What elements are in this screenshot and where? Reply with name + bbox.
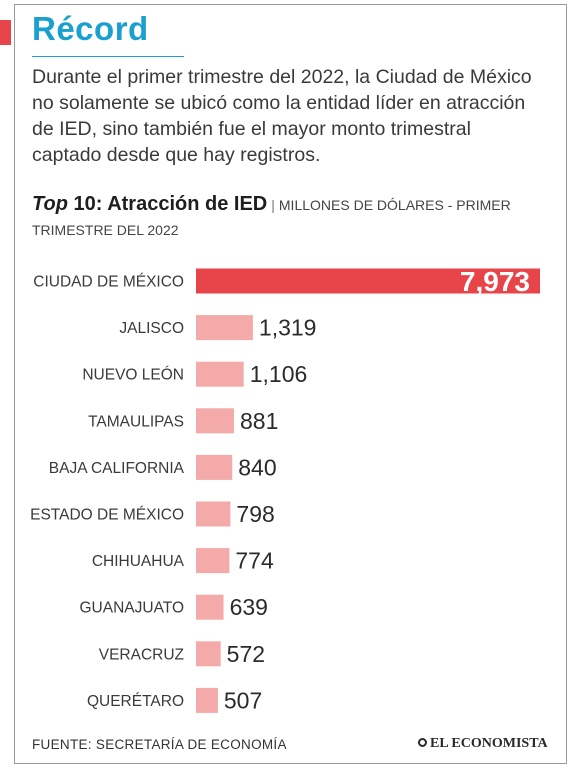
bar [196,594,224,620]
source-note: FUENTE: SECRETARÍA DE ECONOMÍA [32,737,287,752]
bar [196,361,244,387]
chart-title-top: Top [32,193,68,215]
category-label: CHIHUAHUA [92,553,185,570]
value-label: 7,973 [460,266,530,297]
intro-paragraph: Durante el primer trimestre del 2022, la… [32,66,532,166]
category-label: ESTADO DE MÉXICO [30,507,184,524]
category-label: NUEVO LEÓN [82,367,184,384]
bar [196,641,221,667]
bar [196,501,231,527]
brand-mark-icon [418,738,427,747]
value-label: 881 [240,408,278,434]
chart-title: Top 10: Atracción de IED [32,193,267,215]
bar [196,268,540,294]
category-label: TAMAULIPAS [88,413,184,430]
category-label: CIUDAD DE MÉXICO [33,274,184,291]
value-label: 507 [224,687,262,713]
page-title: Récord [32,10,149,47]
bar [196,315,253,341]
brand-name: EL ECONOMISTA [430,736,548,751]
category-label: BAJA CALIFORNIA [49,460,185,477]
infographic-frame [14,4,567,764]
category-label: QUERÉTARO [87,693,184,710]
value-label: 798 [236,501,274,527]
bar [196,687,218,713]
value-label: 639 [230,594,268,620]
category-label: GUANAJUATO [80,600,185,617]
value-label: 1,319 [259,315,317,341]
value-label: 840 [238,454,276,480]
value-label: 774 [235,548,274,574]
accent-bar [0,20,11,45]
chart-heading-separator: | [271,197,275,213]
bar [196,548,230,574]
title-underline [32,56,184,57]
bar [196,454,233,480]
chart-title-rest: 10: Atracción de IED [73,193,268,215]
value-label: 572 [227,641,265,667]
category-label: VERACRUZ [99,646,184,663]
chart-units: MILLONES DE DÓLARES - PRIMER TRIMESTRE D… [32,197,511,238]
chart-heading: Top 10: Atracción de IED | MILLONES DE DÓL… [32,192,532,243]
category-label: JALISCO [119,320,184,337]
bar-chart: CIUDAD DE MÉXICO 7,973 JALISCO 1,319 NUEVO L… [30,266,540,713]
value-label: 1,106 [250,361,308,387]
brand-logo: EL ECONOMISTA [418,736,548,752]
bar [196,408,235,434]
